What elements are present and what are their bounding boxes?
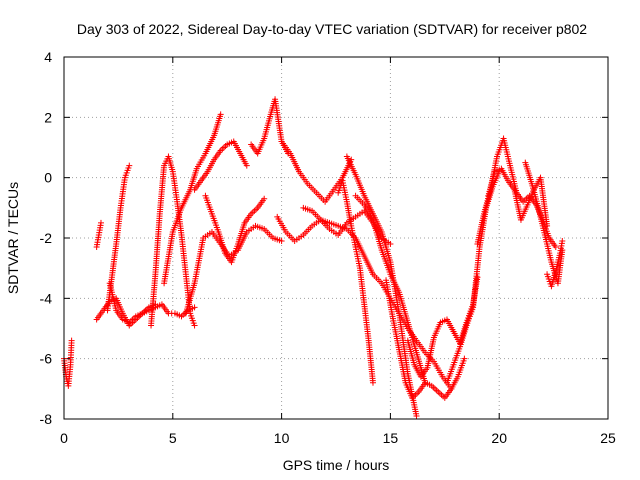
data-point [474, 274, 481, 281]
y-tick-label: -6 [40, 351, 53, 367]
plot-frame [63, 56, 609, 420]
y-tick-label: 4 [44, 49, 52, 65]
data-point [97, 219, 104, 226]
tick-labels: 0 5 10 15 20 25 -8 -6 -4 -2 0 2 4 [40, 49, 616, 446]
data-point [191, 322, 198, 329]
data-point [461, 355, 468, 362]
data-point [559, 238, 566, 245]
data-point [369, 379, 376, 386]
data-point [126, 162, 133, 169]
data-point [191, 304, 198, 311]
data-point [413, 412, 420, 419]
x-axis-label: GPS time / hours [283, 457, 390, 473]
y-tick-label: -8 [40, 411, 53, 427]
x-tick-label: 0 [60, 430, 68, 446]
data-point [278, 238, 285, 245]
y-tick-label: -4 [40, 290, 53, 306]
data-point [243, 162, 250, 169]
y-tick-label: 0 [44, 170, 52, 186]
data-point [261, 195, 268, 202]
data-point [387, 241, 394, 248]
y-tick-label: -2 [40, 230, 53, 246]
data-point [552, 244, 559, 251]
data-point [217, 111, 224, 118]
x-tick-label: 25 [600, 430, 616, 446]
x-tick-label: 5 [169, 430, 177, 446]
y-tick-label: 2 [44, 109, 52, 125]
grid-lines [64, 57, 608, 419]
data-points [61, 96, 566, 419]
x-tick-label: 15 [383, 430, 399, 446]
x-tick-label: 20 [491, 430, 507, 446]
data-point [68, 337, 75, 344]
y-axis-label: SDTVAR / TECUs [5, 182, 21, 294]
chart-title: Day 303 of 2022, Sidereal Day-to-day VTE… [77, 21, 587, 37]
x-tick-label: 10 [274, 430, 290, 446]
